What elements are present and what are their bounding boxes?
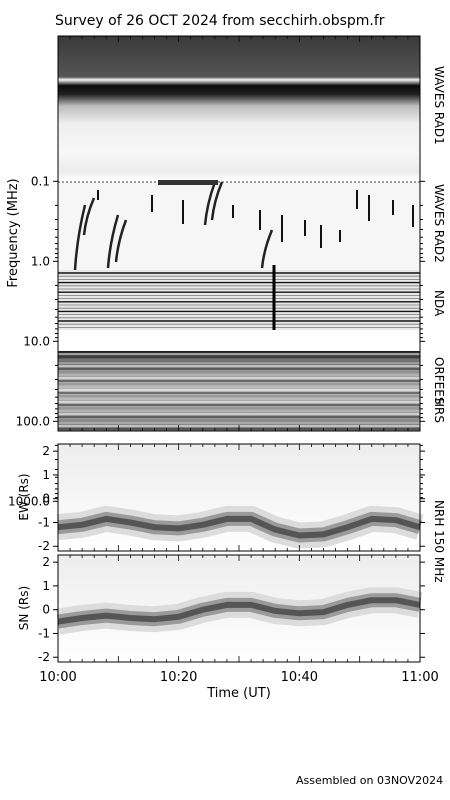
nrh-y-tick-label: 1	[42, 468, 50, 482]
type-iii-burst	[260, 229, 274, 269]
type-iii-burst	[82, 197, 96, 236]
time-axis-ticks	[57, 36, 421, 662]
orfees-band	[58, 351, 420, 431]
spectrum-panel: 0.1 1.0 10.0 100.0 1000.0 Frequency (MHz)	[6, 35, 425, 508]
nrh-sn-y-label: SN (Rs)	[17, 586, 31, 630]
spectrum-y-tick-label: 1000.0	[8, 494, 50, 508]
nrh-ew-background	[58, 444, 420, 551]
band-gap	[58, 330, 420, 351]
nrh-y-tick-label: -2	[38, 539, 50, 553]
chart-title: Survey of 26 OCT 2024 from secchirh.obsp…	[55, 13, 385, 29]
nrh-y-tick-label: -1	[38, 515, 50, 529]
rad1-band	[58, 36, 420, 182]
nrh-ew-y-axis: -2 -1 0 1 2	[38, 444, 425, 553]
instrument-label-orfees: ORFEES	[432, 357, 446, 404]
nrh-y-tick-label: 2	[42, 444, 50, 458]
nrh-ew-ridge	[56, 505, 424, 549]
spectrum-y-tick-label: 10.0	[23, 334, 50, 348]
type-iii-burst	[106, 214, 120, 269]
nrh-y-tick-label: 0	[42, 603, 50, 617]
rad2-emission-patch	[158, 180, 218, 185]
nrh-ew-y-label: EW (Rs)	[17, 473, 31, 520]
instrument-label-rad1: WAVES RAD1	[432, 66, 446, 145]
spectrum-y-tick-label: 0.1	[31, 174, 50, 188]
nrh-sn-panel: -2 -1 0 1 2 SN (Rs)	[17, 554, 425, 664]
time-tick-label: 10:20	[160, 670, 197, 685]
nda-lines	[58, 265, 420, 330]
nrh-y-tick-label: 0	[42, 492, 50, 506]
nrh-sn-ridge	[56, 587, 423, 635]
orfees-lines	[58, 353, 420, 430]
instrument-label-hrs: HRS	[432, 398, 446, 423]
nrh-ridge-core	[57, 515, 421, 539]
type-iii-burst	[114, 219, 128, 263]
rad2-band	[58, 182, 420, 270]
spectrum-y-axis: 0.1 1.0 10.0 100.0 1000.0	[8, 174, 425, 508]
time-tick-label: 10:00	[39, 670, 76, 685]
nrh-ridge-core	[57, 597, 421, 625]
instrument-label-nrh: NRH 150 MHz	[432, 500, 446, 583]
nrh-y-tick-label: 2	[42, 555, 50, 569]
type-iii-burst	[73, 204, 87, 271]
time-axis-label: Time (UT)	[206, 686, 271, 701]
time-tick-label: 11:00	[401, 670, 438, 685]
spectrum-y-tick-label: 1.0	[31, 254, 50, 268]
instrument-labels: WAVES RAD1 WAVES RAD2 NDA ORFEES HRS NRH…	[432, 66, 446, 583]
rad2-bursts	[58, 180, 420, 271]
nrh-ew-panel: -2 -1 0 1 2 EW (Rs)	[17, 443, 425, 553]
nrh-y-tick-label: 1	[42, 579, 50, 593]
nrh-y-tick-label: -1	[38, 626, 50, 640]
spectrum-y-tick-label: 100.0	[16, 414, 50, 428]
time-axis: 10:00 10:20 10:40 11:00	[39, 670, 438, 685]
nrh-y-tick-label: -2	[38, 650, 50, 664]
nda-band	[58, 270, 420, 330]
type-iii-burst	[203, 181, 217, 226]
assembled-footer: Assembled on 03NOV2024	[296, 774, 443, 787]
time-tick-label: 10:40	[281, 670, 318, 685]
instrument-label-nda: NDA	[432, 290, 446, 317]
spectrum-y-label: Frequency (MHz)	[6, 178, 21, 287]
instrument-label-rad2: WAVES RAD2	[432, 184, 446, 263]
nrh-sn-y-axis: -2 -1 0 1 2	[38, 555, 425, 664]
type-iii-burst	[210, 181, 224, 221]
